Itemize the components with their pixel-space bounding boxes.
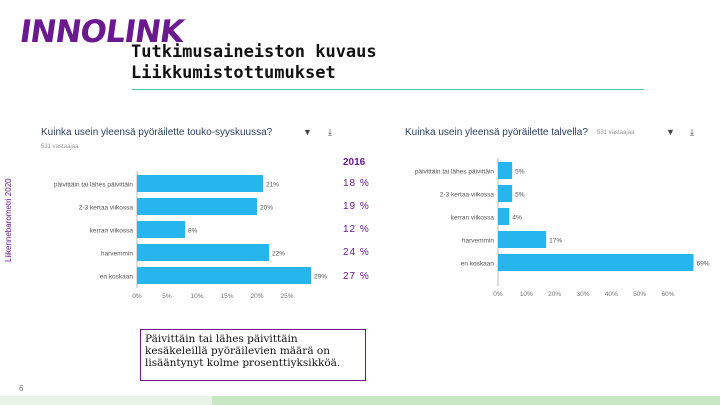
data-label: 5% [515,192,525,199]
comparison-year: 2016 [343,157,366,168]
bar [137,244,269,261]
comparison-value: 24 % [343,247,370,258]
x-tick-label: 5% [162,293,172,300]
bar [137,267,311,284]
x-tick-label: 15% [220,293,233,300]
note-box: Päivittäin tai lähes päivittäin kesäkele… [140,329,366,381]
page-subtitle: Liikkumistottumukset [131,63,336,83]
comparison-value: 12 % [343,224,370,235]
category-label: päivittäin tai lähes päivittäin [415,169,495,176]
slide-number: 6 [19,384,24,393]
bar [137,175,263,192]
data-label: 4% [512,215,522,222]
data-label: 29% [314,274,327,281]
data-label: 5% [515,169,525,176]
page-title: Tutkimusaineiston kuvaus [131,42,377,62]
x-tick-label: 0% [493,291,503,298]
data-label: 8% [188,228,198,235]
download-icon[interactable]: ⤓ [328,127,332,137]
x-tick-label: 20% [548,291,561,298]
filter-icon[interactable]: ▼ [303,127,312,137]
category-label: harvemmin [462,238,495,245]
winter-cycling-chart: päivittäin tai lähes päivittäin 5% 2-3 ker… [415,158,710,298]
data-label: 69% [697,261,710,268]
data-label: 22% [272,251,285,258]
data-label: 20% [260,205,273,212]
bar [498,162,513,179]
category-label: en koskaan [461,261,495,268]
x-tick-label: 10% [190,293,203,300]
x-tick-label: 60% [661,291,674,298]
x-tick-label: 20% [250,293,263,300]
category-label: harvemmin [101,251,134,258]
category-label: 2-3 kertaa viikossa [440,192,495,199]
x-tick-label: 0% [132,293,142,300]
x-tick-label: 10% [520,291,533,298]
bar [498,185,513,202]
category-label: kerran viikossa [90,228,134,235]
summer-cycling-chart: päivittäin tai lähes päivittäin 21% 2-3 ke… [54,171,327,300]
left-chart-respondents: 531 vastaajaa [41,144,79,150]
comparison-value: 27 % [343,271,370,282]
right-chart-question: Kuinka usein yleensä pyöräilette talvell… [405,127,588,138]
comparison-value: 19 % [343,201,370,212]
right-chart-respondents: 531 vastaajaa [597,130,635,136]
category-label: kerran viikossa [451,215,495,222]
bar [498,231,547,248]
comparison-value: 18 % [343,178,370,189]
category-label: päivittäin tai lähes päivittäin [54,182,134,189]
data-label: 17% [549,238,562,245]
filter-icon[interactable]: ▼ [666,127,675,137]
x-tick-label: 30% [576,291,589,298]
x-tick-label: 40% [605,291,618,298]
x-tick-label: 25% [280,293,293,300]
bar [498,208,510,225]
left-chart-question: Kuinka usein yleensä pyöräilette touko-s… [41,127,273,138]
category-label: 2-3 kertaa viikossa [79,205,134,212]
title-divider [132,89,644,90]
bar [137,198,257,215]
x-tick-label: 50% [633,291,646,298]
bar [137,221,185,238]
download-icon[interactable]: ⤓ [690,127,694,137]
category-label: en koskaan [100,274,134,281]
bar [498,254,694,271]
data-label: 21% [266,182,279,189]
footer-bar-accent [212,396,720,405]
